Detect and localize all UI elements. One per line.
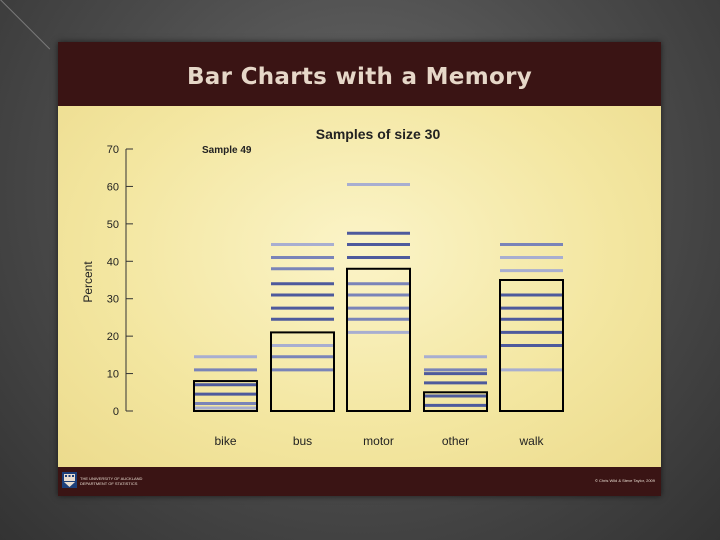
y-axis-label: Percent [81, 261, 95, 303]
slide-footer: THE UNIVERSITY OF AUCKLAND DEPARTMENT OF… [58, 467, 661, 496]
y-tick-label: 70 [107, 144, 119, 156]
y-tick-label: 0 [113, 406, 119, 418]
slide: Bar Charts with a Memory THE UNIVERSITY … [58, 42, 661, 496]
x-tick-label: bus [293, 434, 312, 448]
bar [423, 391, 488, 412]
bar [270, 331, 335, 412]
sample-label: Sample 49 [202, 145, 252, 156]
x-tick-label: bike [214, 434, 236, 448]
footer-line-1: THE UNIVERSITY OF AUCKLAND [80, 476, 143, 481]
footer-line-2: DEPARTMENT OF STATISTICS [80, 481, 138, 486]
footer-university-name: THE UNIVERSITY OF AUCKLAND DEPARTMENT OF… [80, 476, 200, 486]
x-tick-label: motor [363, 434, 394, 448]
y-tick-label: 60 [107, 181, 119, 193]
bar [346, 267, 411, 412]
y-tick-label: 50 [107, 219, 119, 231]
chart-title: Samples of size 30 [316, 126, 441, 142]
footer-copyright: © Chris Wild & Steve Taylor, 2009 [594, 478, 655, 483]
university-crest-icon [62, 472, 77, 488]
y-tick-label: 30 [107, 294, 119, 306]
y-tick-label: 20 [107, 331, 119, 343]
bar [193, 380, 258, 412]
bar [499, 279, 564, 412]
x-tick-label: walk [518, 434, 544, 448]
y-tick-label: 10 [107, 369, 119, 381]
y-tick-label: 40 [107, 256, 119, 268]
slide-body [58, 106, 661, 467]
x-tick-label: other [442, 434, 469, 448]
slide-title: Bar Charts with a Memory [186, 64, 533, 90]
slide-header: Bar Charts with a Memory [58, 42, 661, 106]
